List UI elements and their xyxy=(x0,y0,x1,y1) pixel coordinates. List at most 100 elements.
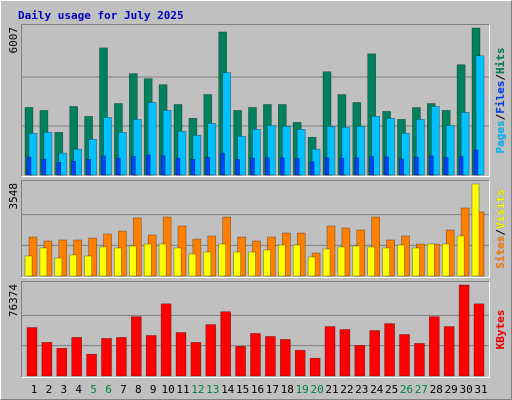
x-tick-label: 24 xyxy=(370,383,384,396)
legend-entry: Visits xyxy=(494,189,507,229)
bar xyxy=(86,159,91,176)
bar xyxy=(456,235,465,277)
x-tick-label: 26 xyxy=(400,383,413,396)
x-tick-label: 22 xyxy=(340,383,353,396)
bar xyxy=(84,255,92,277)
bar xyxy=(473,149,479,176)
bar xyxy=(443,157,449,176)
bar xyxy=(339,329,351,377)
x-tick-label: 21 xyxy=(325,383,338,396)
bar xyxy=(43,131,53,176)
legend-separator: / xyxy=(494,74,507,81)
bar xyxy=(190,342,202,377)
bar xyxy=(460,112,470,176)
bar xyxy=(352,245,361,277)
bar xyxy=(441,243,450,277)
bar xyxy=(235,159,240,176)
x-tick-label: 30 xyxy=(459,383,472,396)
bar xyxy=(147,102,157,176)
bar xyxy=(445,125,455,176)
bar xyxy=(414,343,425,377)
bar xyxy=(158,243,167,277)
bar xyxy=(339,157,345,176)
bar xyxy=(412,247,420,277)
bar xyxy=(133,119,142,176)
x-tick-label: 9 xyxy=(150,383,157,396)
x-tick-label: 23 xyxy=(355,383,368,396)
x-tick-label: 17 xyxy=(266,383,279,396)
bar xyxy=(220,152,225,176)
bar xyxy=(88,138,97,176)
bar xyxy=(205,324,217,377)
bar xyxy=(41,342,53,377)
bar xyxy=(173,247,182,277)
y-max-label: 76374 xyxy=(7,284,20,317)
bar xyxy=(114,247,122,277)
bar xyxy=(428,155,434,176)
x-tick-label: 16 xyxy=(251,383,264,396)
bar xyxy=(384,323,395,377)
x-tick-label: 15 xyxy=(236,383,249,396)
legend-entry: Hits xyxy=(494,48,507,75)
bar xyxy=(369,156,375,176)
chart-title: Daily usage for July 2025 xyxy=(18,9,184,22)
x-tick-label: 5 xyxy=(90,383,97,396)
bar xyxy=(248,251,256,277)
bar xyxy=(356,126,366,176)
bar xyxy=(294,158,300,176)
bar xyxy=(101,155,106,176)
bar xyxy=(309,357,321,377)
bar xyxy=(160,155,166,176)
x-tick-label: 8 xyxy=(135,383,142,396)
bar xyxy=(399,334,410,377)
x-tick-label: 6 xyxy=(105,383,112,396)
x-tick-label: 28 xyxy=(430,383,443,396)
x-tick-label: 13 xyxy=(206,383,219,396)
bar xyxy=(252,129,261,176)
bar xyxy=(337,246,346,277)
bar xyxy=(369,330,381,377)
bar xyxy=(414,156,419,176)
bar xyxy=(192,134,202,176)
bar xyxy=(354,345,366,377)
bar xyxy=(458,156,464,176)
bar xyxy=(265,157,270,176)
bar xyxy=(307,256,316,277)
bar xyxy=(56,161,62,176)
bar xyxy=(430,106,440,176)
x-tick-label: 4 xyxy=(75,383,82,396)
bar xyxy=(160,303,172,377)
legend-entry: Files xyxy=(494,81,507,114)
bar xyxy=(69,254,77,277)
y-max-label: 3548 xyxy=(7,183,20,210)
bar xyxy=(324,157,330,176)
bar xyxy=(428,316,440,377)
bar xyxy=(177,130,187,176)
bar xyxy=(473,303,485,377)
x-tick-label: 3 xyxy=(60,383,67,396)
bar xyxy=(237,135,246,176)
bar xyxy=(326,126,336,176)
bar xyxy=(188,253,197,277)
x-tick-label: 31 xyxy=(474,383,487,396)
bar xyxy=(118,131,127,176)
bar xyxy=(39,247,48,277)
bar xyxy=(162,110,172,176)
legend-entry: Pages xyxy=(494,120,507,153)
bar xyxy=(220,311,231,377)
bar xyxy=(116,337,127,377)
bar xyxy=(401,132,410,176)
panel-border-dark xyxy=(21,24,490,177)
bar xyxy=(116,157,121,176)
bar xyxy=(71,160,76,176)
panel-border-dark xyxy=(21,281,490,378)
x-tick-label: 20 xyxy=(310,383,323,396)
bar xyxy=(233,251,241,277)
bar xyxy=(103,117,112,176)
bar xyxy=(324,326,336,377)
bar xyxy=(26,327,38,377)
x-tick-label: 27 xyxy=(415,383,428,396)
